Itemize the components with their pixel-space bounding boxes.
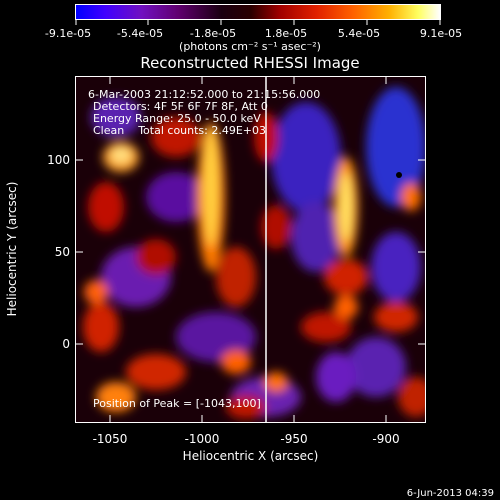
- colorbar-gradient: [75, 4, 441, 20]
- colorbar-tick-label: 9.1e-05: [419, 27, 463, 40]
- x-tick-label: -950: [280, 432, 308, 446]
- plot-title: Reconstructed RHESSI Image: [140, 54, 360, 72]
- energy-range-annotation: Energy Range: 25.0 - 50.0 keV: [93, 112, 261, 125]
- time-range-annotation: 6-Mar-2003 21:12:52.000 to 21:15:56.000: [88, 88, 321, 101]
- colorbar: [75, 4, 441, 20]
- y-tick-label: 50: [54, 245, 70, 259]
- peak-position-annotation: Position of Peak = [-1043,100]: [93, 397, 261, 410]
- x-tick-label: -900: [372, 432, 400, 446]
- colorbar-tick-label: -1.8e-05: [189, 27, 237, 40]
- y-tick-label: 100: [47, 153, 70, 167]
- clean-counts-annotation: Clean Total counts: 2.49E+03: [93, 124, 267, 137]
- x-axis-label: Heliocentric X (arcsec): [182, 449, 319, 463]
- colorbar-tick-label: 1.8e-05: [264, 27, 308, 40]
- colorbar-tick-label: 5.4e-05: [337, 27, 381, 40]
- y-axis-label: Heliocentric Y (arcsec): [5, 181, 19, 317]
- colorbar-tick-label: -9.1e-05: [44, 27, 92, 40]
- colorbar-tick-label: -5.4e-05: [116, 27, 164, 40]
- colorbar-tick-marks: [75, 20, 441, 25]
- detectors-annotation: Detectors: 4F 5F 6F 7F 8F, Att 0: [93, 100, 268, 113]
- reconstructed-image: [76, 77, 425, 422]
- colorbar-unit-label: (photons cm⁻² s⁻¹ asec⁻²): [179, 40, 321, 53]
- footer-date: 6-Jun-2013 04:39: [406, 488, 494, 499]
- x-tick-label: -1000: [184, 432, 220, 446]
- y-tick-label: 0: [62, 337, 70, 351]
- x-tick-label: -1050: [92, 432, 128, 446]
- plot-area: [75, 76, 426, 423]
